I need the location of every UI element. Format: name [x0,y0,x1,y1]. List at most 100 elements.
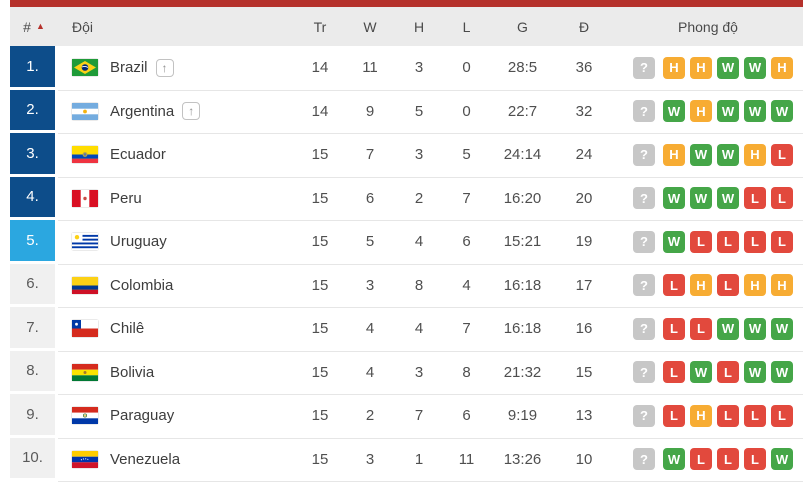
team-name[interactable]: Colombia [110,276,174,294]
table-row[interactable]: 10. Venezuela 15 3 1 11 13:26 10 ? W L L L W [10,437,803,482]
form-badge-W[interactable]: W [717,56,739,79]
header-losses[interactable]: L [462,18,471,35]
form-badge-upcoming[interactable]: ? [633,187,655,210]
form-badge-H[interactable]: H [771,56,793,79]
team-name[interactable]: Peru [110,189,142,207]
form-badge-L[interactable]: L [663,274,685,297]
form-badge-W[interactable]: W [663,230,685,253]
team-name[interactable]: Brazil [110,59,148,77]
form-badge-W[interactable]: W [771,317,793,340]
draws-value: 3 [414,59,424,77]
form-badge-upcoming[interactable]: ? [633,448,655,471]
form-badge-L[interactable]: L [663,317,685,340]
header-team[interactable]: Đội [72,18,94,35]
table-row[interactable]: 8. Bolivia 15 4 3 8 21:32 15 ? L W L W W [10,350,803,395]
form-badge-H[interactable]: H [690,274,712,297]
header-played[interactable]: Tr [313,18,327,35]
form-badge-L[interactable]: L [771,230,793,253]
team-name[interactable]: Venezuela [110,450,181,468]
form-badge-L[interactable]: L [663,361,685,384]
form-badge-upcoming[interactable]: ? [633,100,655,123]
form-cell: ? W H W W W [613,100,803,123]
table-row[interactable]: 3. Ecuador 15 7 3 5 24:14 24 ? H W W H L [10,133,803,178]
form-badge-L[interactable]: L [717,230,739,253]
form-badge-L[interactable]: L [717,274,739,297]
form-badge-L[interactable]: L [771,187,793,210]
played-value: 15 [311,320,329,338]
form-badge-H[interactable]: H [744,274,766,297]
form-badge-upcoming[interactable]: ? [633,230,655,253]
played-value: 15 [311,233,329,251]
table-body: 1. Brazil ↑ 14 11 3 0 28:5 36 ? H H W W H 2. … [10,46,803,482]
form-badge-W[interactable]: W [690,143,712,166]
form-badge-L[interactable]: L [771,404,793,427]
form-badge-W[interactable]: W [744,56,766,79]
played-value: 15 [311,189,329,207]
team-name[interactable]: Paraguay [110,407,175,425]
form-badge-W[interactable]: W [771,100,793,123]
form-badge-upcoming[interactable]: ? [633,143,655,166]
table-row[interactable]: 7. Chilê 15 4 4 7 16:18 16 ? L L W W W [10,307,803,352]
form-badge-upcoming[interactable]: ? [633,361,655,384]
draws-value: 5 [414,102,424,120]
form-badge-L[interactable]: L [717,448,739,471]
form-badge-L[interactable]: L [690,448,712,471]
form-badge-W[interactable]: W [690,187,712,210]
team-name[interactable]: Argentina [110,102,175,120]
form-badge-H[interactable]: H [690,404,712,427]
form-badge-H[interactable]: H [771,274,793,297]
header-wins[interactable]: W [363,18,377,35]
form-badge-W[interactable]: W [717,100,739,123]
form-badge-W[interactable]: W [663,448,685,471]
form-badge-W[interactable]: W [663,100,685,123]
form-badge-L[interactable]: L [744,187,766,210]
form-badge-upcoming[interactable]: ? [633,317,655,340]
form-badge-W[interactable]: W [771,361,793,384]
form-badge-upcoming[interactable]: ? [633,274,655,297]
form-badge-L[interactable]: L [717,361,739,384]
form-badge-W[interactable]: W [744,100,766,123]
table-row[interactable]: 2. Argentina ↑ 14 9 5 0 22:7 32 ? W H W W W [10,89,803,134]
form-badge-W[interactable]: W [744,361,766,384]
team-name[interactable]: Chilê [110,320,145,338]
rank-cell: 7. [10,307,58,351]
table-row[interactable]: 6. Colombia 15 3 8 4 16:18 17 ? L H L H H [10,263,803,308]
form-badge-H[interactable]: H [663,56,685,79]
form-badge-H[interactable]: H [744,143,766,166]
form-badge-L[interactable]: L [690,230,712,253]
form-badge-upcoming[interactable]: ? [633,404,655,427]
form-badge-H[interactable]: H [690,56,712,79]
form-badge-W[interactable]: W [717,187,739,210]
header-draws[interactable]: H [413,18,425,35]
form-badge-L[interactable]: L [744,448,766,471]
header-rank-column[interactable]: # ▲ [10,7,58,46]
table-row[interactable]: 9. Paraguay 15 2 7 6 9:19 13 ? L H L L L [10,394,803,439]
form-badge-W[interactable]: W [717,143,739,166]
table-row[interactable]: 1. Brazil ↑ 14 11 3 0 28:5 36 ? H H W W H [10,46,803,91]
team-name[interactable]: Uruguay [110,233,167,251]
form-badge-L[interactable]: L [663,404,685,427]
header-points[interactable]: Đ [578,18,590,35]
form-badge-H[interactable]: H [690,100,712,123]
team-name[interactable]: Bolivia [110,363,155,381]
goals-value: 22:7 [507,102,538,120]
table-row[interactable]: 5. Uruguay 15 5 4 6 15:21 19 ? W L L L L [10,220,803,265]
form-badge-upcoming[interactable]: ? [633,56,655,79]
form-badge-W[interactable]: W [717,317,739,340]
flag-brazil-icon [72,59,98,77]
form-badge-H[interactable]: H [663,143,685,166]
form-badge-L[interactable]: L [717,404,739,427]
header-goals[interactable]: G [517,18,528,35]
form-badge-L[interactable]: L [744,404,766,427]
table-row[interactable]: 4. Peru 15 6 2 7 16:20 20 ? W W W L L [10,176,803,221]
form-badge-W[interactable]: W [690,361,712,384]
form-badge-W[interactable]: W [744,317,766,340]
form-badge-L[interactable]: L [744,230,766,253]
points-value: 10 [575,450,593,468]
form-badge-W[interactable]: W [663,187,685,210]
form-badge-L[interactable]: L [690,317,712,340]
team-name[interactable]: Ecuador [110,146,166,164]
form-badge-L[interactable]: L [771,143,793,166]
flag-venezuela-icon [72,450,98,468]
form-badge-W[interactable]: W [771,448,793,471]
